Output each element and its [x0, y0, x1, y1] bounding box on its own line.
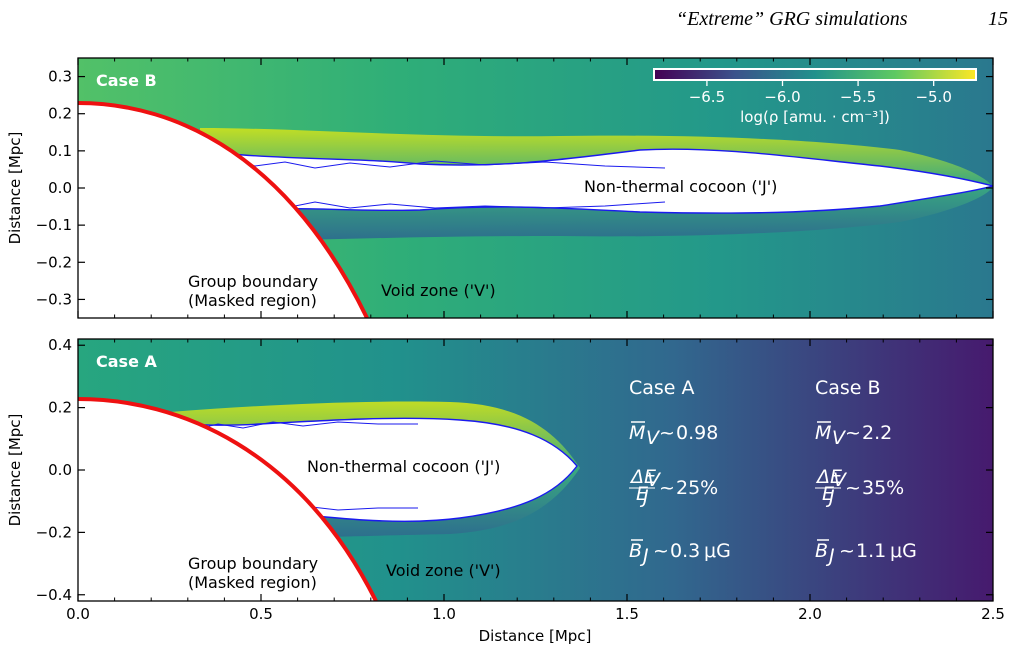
- svg-text:V: V: [832, 427, 847, 449]
- xtick-label-3: 1.5: [615, 605, 639, 623]
- stats-col-case-b: Case B: [815, 377, 881, 399]
- bfield-unit-a: μG: [704, 540, 731, 562]
- colorbar-ticks: −6.5 −6.0 −5.5 −5.0: [689, 80, 952, 106]
- case-label-bottom: Case A: [96, 352, 157, 371]
- bfield-unit-b: μG: [890, 540, 917, 562]
- ytick-label-bottom-1: 0.2: [48, 399, 72, 417]
- axes-ticks-bottom: 0.0 0.5 1.0 1.5 2.0 2.5 0.4 0.2 0.0 −0.2 −0.4: [36, 336, 1005, 623]
- ylabel-top: Distance [Mpc]: [6, 132, 24, 245]
- stats-col-case-a: Case A: [629, 377, 695, 399]
- group-boundary-line-top: [78, 101, 369, 318]
- svg-text:~: ~: [845, 422, 861, 444]
- svg-text:M: M: [629, 422, 645, 444]
- xtick-label-2: 1.0: [432, 605, 456, 623]
- svg-text:~: ~: [659, 422, 675, 444]
- void-label-top: Void zone ('V'): [381, 281, 496, 300]
- colorbar-tick-label-3: −5.0: [915, 88, 951, 106]
- ytick-label-top-6: −0.3: [36, 290, 72, 308]
- svg-text:ΔE: ΔE: [629, 466, 656, 488]
- xtick-label-1: 0.5: [249, 605, 273, 623]
- stats-row-mach-b: M V ~ 2.2: [815, 421, 892, 449]
- svg-text:J: J: [825, 545, 835, 567]
- boundary-label-top-2: (Masked region): [188, 291, 317, 310]
- cocoon-label-top: Non-thermal cocoon ('J'): [584, 177, 777, 196]
- ytick-label-bottom-4: −0.4: [36, 586, 72, 604]
- svg-text:B: B: [815, 540, 828, 562]
- stats-table: Case A Case B M V ~ 0.98 M V ~ 2.2 ΔE V …: [629, 377, 917, 567]
- ytick-label-bottom-3: −0.2: [36, 523, 72, 541]
- svg-text:V: V: [647, 469, 662, 491]
- xtick-label-0: 0.0: [66, 605, 90, 623]
- page-number: 15: [988, 8, 1008, 30]
- panel-top: [78, 58, 993, 318]
- ytick-label-top-5: −0.2: [36, 253, 72, 271]
- ytick-label-bottom-2: 0.0: [48, 461, 72, 479]
- colorbar-tick-label-2: −5.5: [840, 88, 876, 106]
- xtick-label-4: 2.0: [798, 605, 822, 623]
- xtick-label-5: 2.5: [981, 605, 1005, 623]
- svg-text:V: V: [833, 469, 848, 491]
- svg-text:V: V: [646, 427, 661, 449]
- group-boundary-mask-bottom: [78, 399, 376, 601]
- colorbar-label: log(ρ [amu. · cm⁻³]): [740, 108, 890, 126]
- ytick-label-top-0: 0.3: [48, 68, 72, 86]
- mach-value-b: 2.2: [862, 422, 892, 444]
- panel-bottom: [78, 339, 993, 601]
- svg-text:B: B: [629, 540, 642, 562]
- ytick-label-top-3: 0.0: [48, 179, 72, 197]
- svg-text:ΔE: ΔE: [815, 466, 842, 488]
- colorbar-tick-label-0: −6.5: [689, 88, 725, 106]
- colorbar-tick-label-1: −6.0: [764, 88, 800, 106]
- svg-text:~: ~: [659, 477, 675, 499]
- energy-value-a: 25%: [676, 477, 718, 499]
- svg-text:J: J: [639, 486, 649, 508]
- stats-row-bfield-b: B J ~ 1.1 μG: [815, 539, 917, 567]
- stats-row-energy-a: ΔE V E J ~ 25%: [629, 466, 718, 508]
- svg-text:~: ~: [839, 540, 855, 562]
- cocoon-label-bottom: Non-thermal cocoon ('J'): [307, 457, 500, 476]
- mach-value-a: 0.98: [676, 422, 718, 444]
- bfield-value-b: 1.1: [856, 540, 886, 562]
- colorbar: −6.5 −6.0 −5.5 −5.0 log(ρ [amu. · cm⁻³]): [653, 68, 977, 126]
- running-title: “Extreme” GRG simulations: [676, 8, 908, 30]
- group-boundary-line-bottom: [78, 397, 378, 601]
- stats-row-energy-b: ΔE V E J ~ 35%: [815, 466, 904, 508]
- stats-row-bfield-a: B J ~ 0.3 μG: [629, 539, 731, 567]
- ytick-label-top-1: 0.2: [48, 105, 72, 123]
- svg-text:J: J: [639, 545, 649, 567]
- svg-text:~: ~: [653, 540, 669, 562]
- axes-ticks-top: 0.3 0.2 0.1 0.0 −0.1 −0.2 −0.3: [36, 58, 994, 318]
- boundary-label-bottom-1: Group boundary: [188, 554, 318, 573]
- ytick-label-bottom-0: 0.4: [48, 336, 72, 354]
- energy-value-b: 35%: [862, 477, 904, 499]
- svg-text:M: M: [815, 422, 831, 444]
- bfield-value-a: 0.3: [670, 540, 700, 562]
- boundary-label-bottom-2: (Masked region): [188, 573, 317, 592]
- xlabel-bottom: Distance [Mpc]: [479, 627, 592, 645]
- group-boundary-mask-top: [78, 103, 367, 318]
- stats-row-mach-a: M V ~ 0.98: [629, 421, 718, 449]
- ylabel-bottom: Distance [Mpc]: [6, 414, 24, 527]
- case-label-top: Case B: [96, 71, 157, 90]
- void-label-bottom: Void zone ('V'): [386, 561, 501, 580]
- svg-text:E: E: [636, 483, 648, 505]
- ytick-label-top-2: 0.1: [48, 142, 72, 160]
- colorbar-ramp: [653, 68, 977, 81]
- ytick-label-top-4: −0.1: [36, 216, 72, 234]
- svg-text:E: E: [822, 483, 834, 505]
- svg-text:J: J: [825, 486, 835, 508]
- boundary-label-top-1: Group boundary: [188, 272, 318, 291]
- svg-text:~: ~: [845, 477, 861, 499]
